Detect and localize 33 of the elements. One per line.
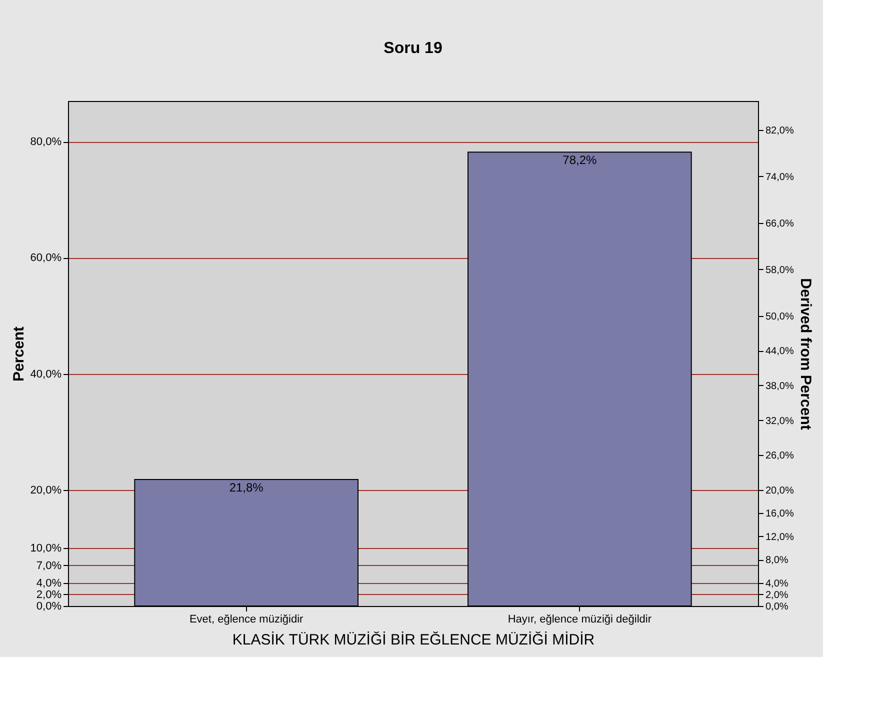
y2-tick-label: 4,0% <box>766 578 788 590</box>
y2-tick-label: 8,0% <box>766 555 788 566</box>
y2-tick-label: 74,0% <box>766 172 794 183</box>
y2-tick-label: 44,0% <box>766 346 794 358</box>
data-label: 21,8% <box>229 480 264 494</box>
y-tick-label: 60,0% <box>30 252 62 264</box>
y-tick-label: 80,0% <box>30 136 62 148</box>
y2-tick-label: 2,0% <box>766 590 788 601</box>
data-label: 78,2% <box>562 153 598 168</box>
y2-tick-label: 12,0% <box>766 532 794 543</box>
y2-tick-label: 50,0% <box>766 311 794 322</box>
y2-tick-label: 0,0% <box>766 602 788 612</box>
x-tick-label: Hayır, eğlence müziği değildir <box>508 614 652 626</box>
y2-tick-label: 82,0% <box>766 126 794 137</box>
y2-tick-label: 38,0% <box>766 380 794 392</box>
y-tick-label: 4,0% <box>36 577 62 590</box>
y2-axis-title: Derived from Percent <box>796 278 814 430</box>
chart-title: Soru 19 <box>384 40 442 57</box>
y2-tick-label: 66,0% <box>766 218 794 230</box>
y2-tick-label: 20,0% <box>766 485 794 496</box>
y2-tick-label: 58,0% <box>766 264 794 276</box>
x-tick-label: Evet, eğlence müziğidir <box>189 614 304 626</box>
y-tick-label: 0,0% <box>36 600 62 612</box>
x-axis-title: KLASİK TÜRK MÜZİĞİ BİR EĞLENCE MÜZİĞİ MİDİR <box>232 630 595 648</box>
y-tick-label: 7,0% <box>36 560 62 572</box>
y-axis-title: Percent <box>10 326 28 382</box>
y-tick-label: 2,0% <box>36 588 62 601</box>
y2-tick-label: 32,0% <box>766 416 794 427</box>
y-tick-label: 40,0% <box>30 368 62 380</box>
y2-tick-label: 26,0% <box>766 450 794 462</box>
y-tick-label: 20,0% <box>30 484 62 496</box>
y-tick-label: 10,0% <box>30 542 62 554</box>
y2-tick-label: 16,0% <box>766 508 794 520</box>
